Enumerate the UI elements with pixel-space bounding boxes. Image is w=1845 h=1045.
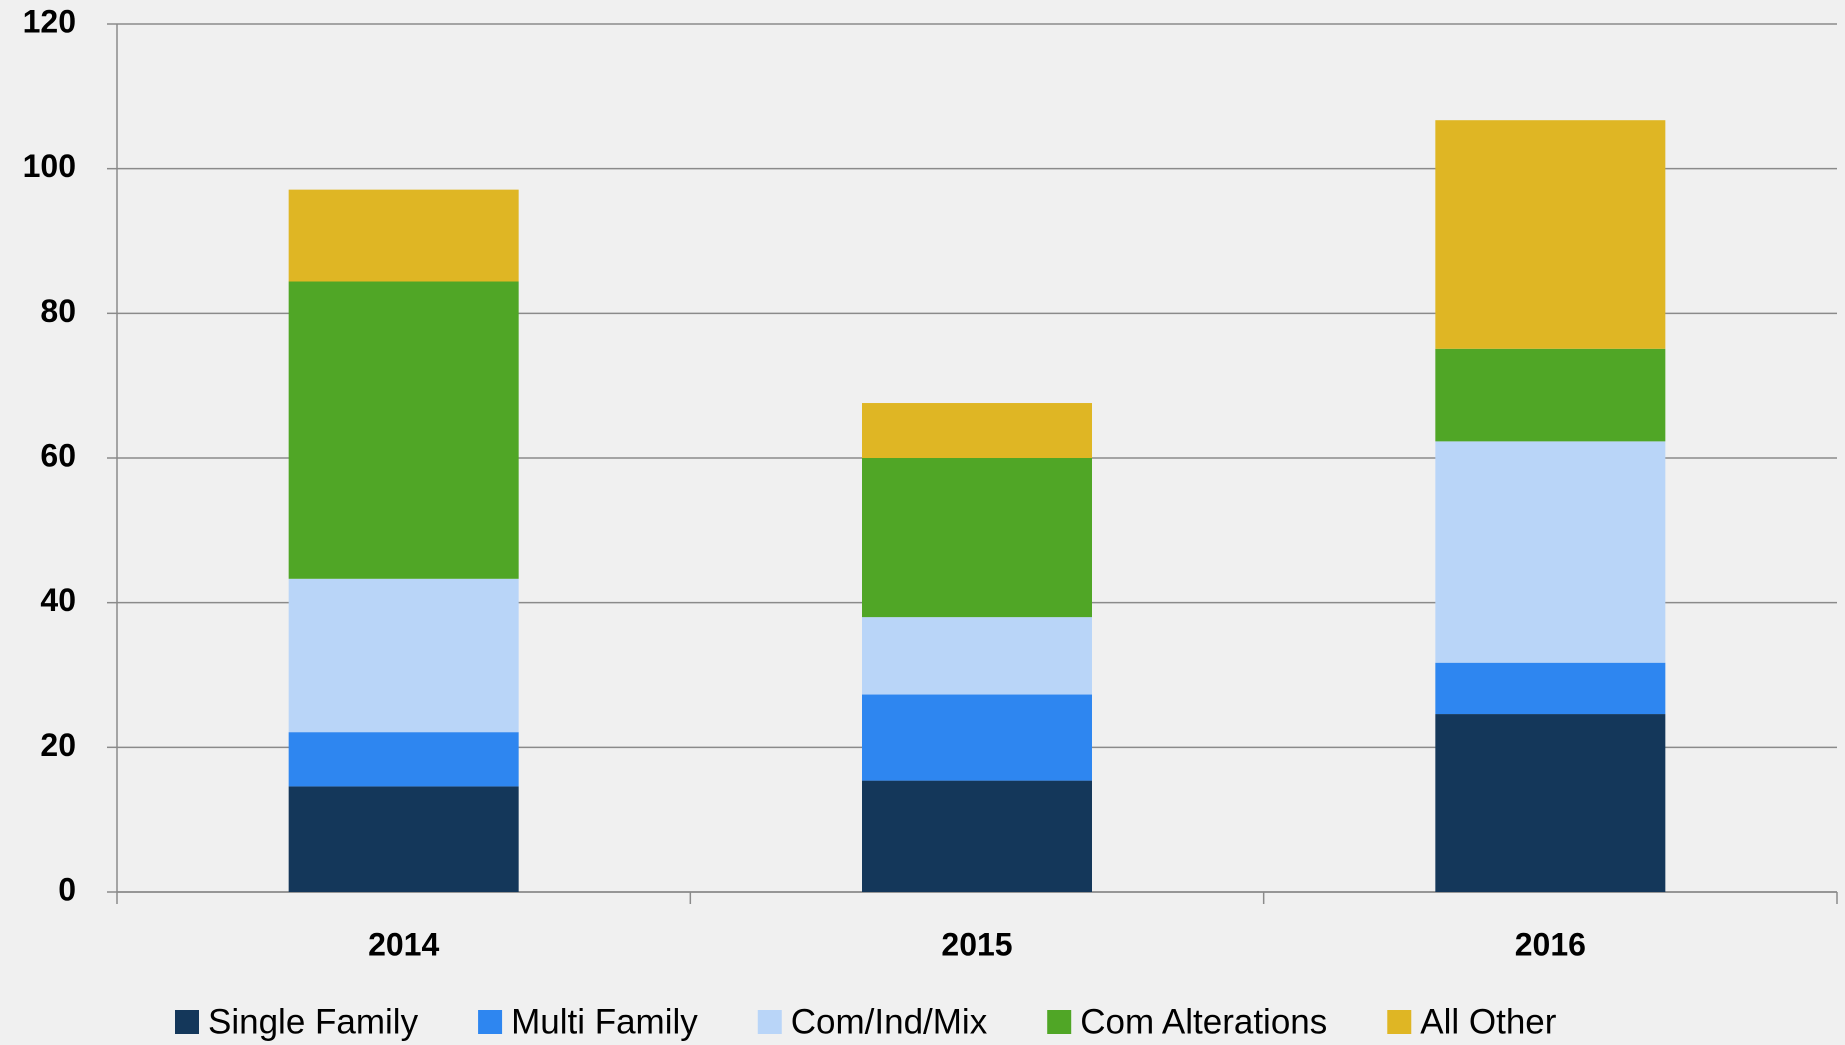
bar-segment	[862, 694, 1092, 781]
y-tick-label: 0	[58, 871, 76, 907]
y-tick-label: 120	[23, 3, 76, 39]
bar-segment	[288, 578, 519, 733]
bar-segment	[1435, 714, 1666, 892]
bar-segment	[862, 780, 1092, 892]
bar-segment	[1435, 441, 1666, 663]
bar-segment	[1435, 348, 1666, 442]
bar-segment	[862, 403, 1092, 458]
legend-label: All Other	[1420, 1002, 1556, 1041]
legend-label: Multi Family	[511, 1002, 698, 1041]
bar-segment	[288, 732, 519, 787]
y-tick-label: 60	[40, 437, 76, 473]
legend-swatch	[1387, 1010, 1412, 1034]
y-tick-label: 40	[40, 582, 76, 618]
bar-segment	[1435, 662, 1666, 715]
bar-segment	[1435, 120, 1666, 349]
bar-segment	[862, 458, 1092, 618]
x-tick-label: 2014	[368, 926, 439, 962]
y-tick-label: 100	[23, 148, 76, 184]
x-tick-label: 2015	[941, 926, 1012, 962]
legend-swatch	[478, 1010, 503, 1034]
y-tick-label: 80	[40, 293, 76, 329]
legend-label: Com/Ind/Mix	[791, 1002, 988, 1041]
legend-label: Single Family	[208, 1002, 419, 1041]
bar-segment	[288, 786, 519, 892]
legend-label: Com Alterations	[1080, 1002, 1327, 1041]
bar-segment	[288, 189, 519, 282]
legend-swatch	[757, 1010, 782, 1034]
legend-swatch	[175, 1010, 199, 1034]
bar-segment	[288, 281, 519, 579]
legend-swatch	[1047, 1010, 1072, 1034]
y-tick-label: 20	[40, 727, 76, 763]
x-tick-label: 2016	[1515, 926, 1586, 962]
bar-segment	[862, 617, 1092, 695]
